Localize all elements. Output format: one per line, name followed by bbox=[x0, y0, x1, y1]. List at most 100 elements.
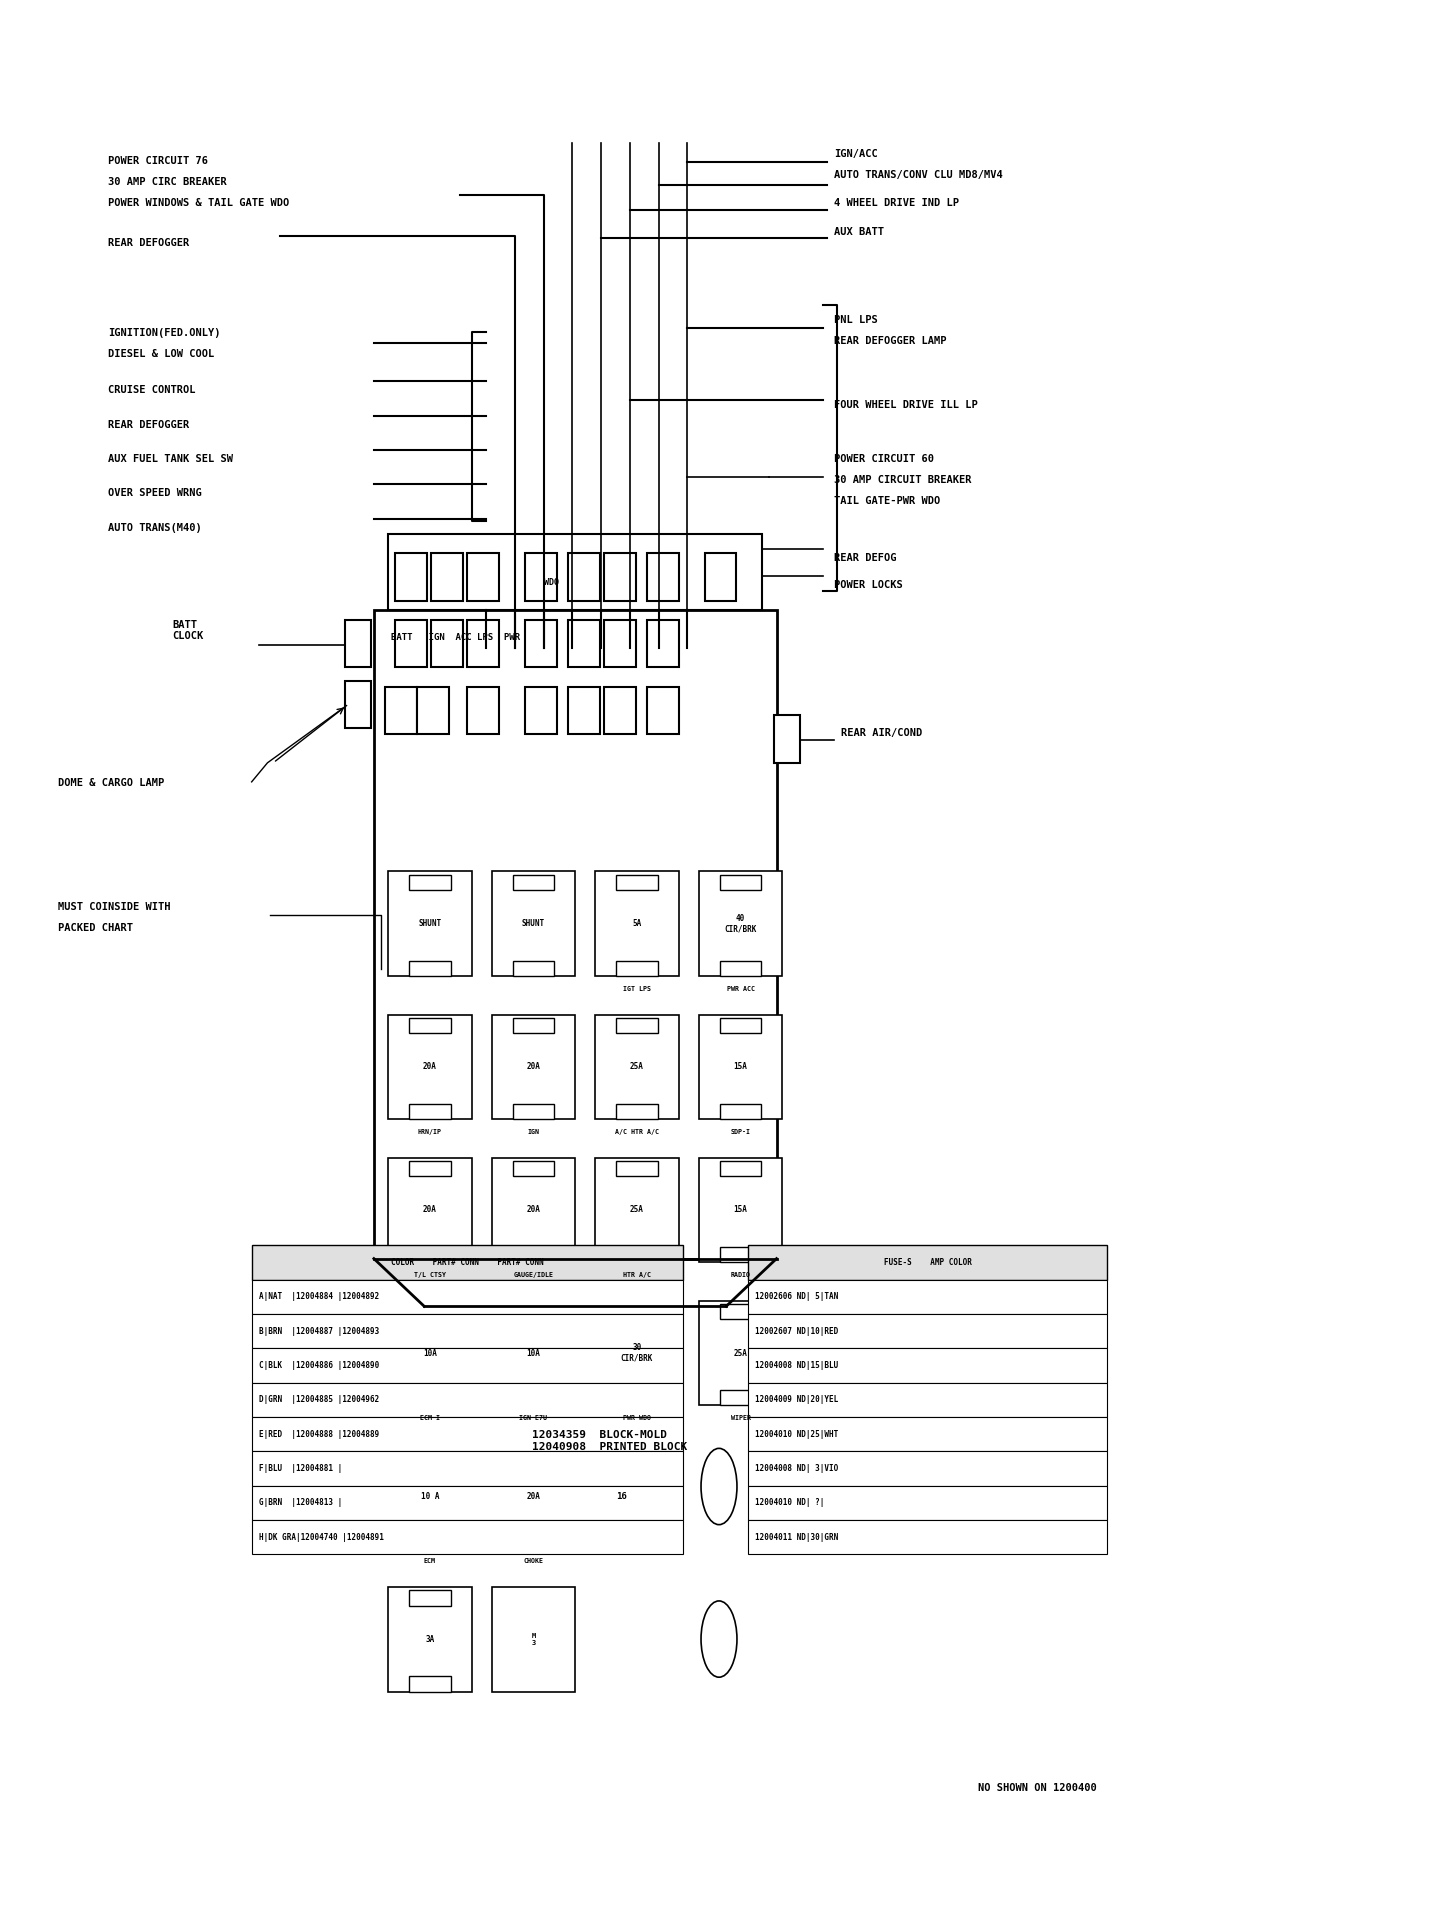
Text: DIESEL & LOW COOL: DIESEL & LOW COOL bbox=[108, 349, 214, 359]
Text: 12002606 ND| 5|TAN: 12002606 ND| 5|TAN bbox=[755, 1293, 838, 1301]
Text: REAR DEFOGGER: REAR DEFOGGER bbox=[108, 238, 190, 248]
Text: REAR DEFOG: REAR DEFOG bbox=[834, 553, 896, 563]
Text: PACKED CHART: PACKED CHART bbox=[58, 923, 132, 933]
Text: 20A: 20A bbox=[423, 1205, 437, 1215]
Text: 30
CIR/BRK: 30 CIR/BRK bbox=[621, 1343, 653, 1364]
FancyBboxPatch shape bbox=[774, 715, 800, 763]
FancyBboxPatch shape bbox=[252, 1280, 683, 1314]
Text: AUX FUEL TANK SEL SW: AUX FUEL TANK SEL SW bbox=[108, 454, 233, 463]
FancyBboxPatch shape bbox=[513, 1161, 555, 1177]
FancyBboxPatch shape bbox=[604, 553, 636, 601]
FancyBboxPatch shape bbox=[252, 1520, 683, 1554]
FancyBboxPatch shape bbox=[719, 875, 762, 891]
Text: 12034359  BLOCK-MOLD
12040908  PRINTED BLOCK: 12034359 BLOCK-MOLD 12040908 PRINTED BLO… bbox=[532, 1430, 687, 1451]
FancyBboxPatch shape bbox=[492, 871, 575, 976]
Text: ECM: ECM bbox=[424, 1558, 436, 1564]
Text: 10A: 10A bbox=[423, 1348, 437, 1358]
FancyBboxPatch shape bbox=[513, 1447, 555, 1463]
FancyBboxPatch shape bbox=[410, 1390, 452, 1405]
FancyBboxPatch shape bbox=[388, 1015, 472, 1119]
Text: C|BLK  |12004886 |12004890: C|BLK |12004886 |12004890 bbox=[259, 1362, 380, 1369]
Text: 4 WHEEL DRIVE IND LP: 4 WHEEL DRIVE IND LP bbox=[834, 198, 959, 208]
Text: AUX BATT: AUX BATT bbox=[834, 227, 884, 236]
Text: 12004008 ND| 3|VIO: 12004008 ND| 3|VIO bbox=[755, 1465, 838, 1472]
FancyBboxPatch shape bbox=[513, 1304, 555, 1320]
FancyBboxPatch shape bbox=[345, 620, 371, 667]
Text: GAUGE/IDLE: GAUGE/IDLE bbox=[513, 1272, 554, 1278]
Ellipse shape bbox=[381, 1482, 418, 1548]
Text: PNL LPS: PNL LPS bbox=[834, 315, 877, 324]
Text: T/L CTSY: T/L CTSY bbox=[414, 1272, 446, 1278]
FancyBboxPatch shape bbox=[568, 620, 600, 667]
Text: B|BRN  |12004887 |12004893: B|BRN |12004887 |12004893 bbox=[259, 1327, 380, 1335]
FancyBboxPatch shape bbox=[410, 1247, 452, 1262]
Text: OVER SPEED WRNG: OVER SPEED WRNG bbox=[108, 488, 201, 498]
Text: 12004009 ND|20|YEL: 12004009 ND|20|YEL bbox=[755, 1396, 838, 1404]
FancyBboxPatch shape bbox=[388, 1158, 472, 1262]
Text: WIPER: WIPER bbox=[731, 1415, 751, 1421]
FancyBboxPatch shape bbox=[748, 1451, 1107, 1486]
FancyBboxPatch shape bbox=[719, 1304, 762, 1320]
Text: 25A: 25A bbox=[733, 1348, 748, 1358]
Text: IGN: IGN bbox=[528, 1129, 539, 1135]
Text: TAIL GATE-PWR WDO: TAIL GATE-PWR WDO bbox=[834, 496, 940, 505]
FancyBboxPatch shape bbox=[617, 1247, 659, 1262]
FancyBboxPatch shape bbox=[492, 1158, 575, 1262]
Text: 16: 16 bbox=[617, 1491, 627, 1501]
FancyBboxPatch shape bbox=[604, 620, 636, 667]
FancyBboxPatch shape bbox=[345, 681, 371, 728]
FancyBboxPatch shape bbox=[699, 871, 782, 976]
Text: IGT LPS: IGT LPS bbox=[623, 986, 651, 992]
FancyBboxPatch shape bbox=[513, 961, 555, 976]
FancyBboxPatch shape bbox=[647, 620, 679, 667]
FancyBboxPatch shape bbox=[252, 1486, 683, 1520]
FancyBboxPatch shape bbox=[492, 1587, 575, 1692]
FancyBboxPatch shape bbox=[492, 1444, 575, 1548]
Text: AUTO TRANS/CONV CLU MD8/MV4: AUTO TRANS/CONV CLU MD8/MV4 bbox=[834, 170, 1002, 179]
FancyBboxPatch shape bbox=[595, 1158, 679, 1262]
FancyBboxPatch shape bbox=[617, 1390, 659, 1405]
Text: 25A: 25A bbox=[630, 1062, 644, 1072]
Text: 30 AMP CIRCUIT BREAKER: 30 AMP CIRCUIT BREAKER bbox=[834, 475, 972, 484]
FancyBboxPatch shape bbox=[617, 1304, 659, 1320]
FancyBboxPatch shape bbox=[513, 1247, 555, 1262]
FancyBboxPatch shape bbox=[568, 687, 600, 734]
Text: 3A: 3A bbox=[426, 1634, 434, 1644]
FancyBboxPatch shape bbox=[513, 1390, 555, 1405]
FancyBboxPatch shape bbox=[252, 1417, 683, 1451]
FancyBboxPatch shape bbox=[617, 1104, 659, 1119]
FancyBboxPatch shape bbox=[513, 1533, 555, 1548]
Text: 30 AMP CIRC BREAKER: 30 AMP CIRC BREAKER bbox=[108, 177, 227, 187]
FancyBboxPatch shape bbox=[617, 1018, 659, 1034]
FancyBboxPatch shape bbox=[748, 1383, 1107, 1417]
FancyBboxPatch shape bbox=[252, 1348, 683, 1383]
Text: FOUR WHEEL DRIVE ILL LP: FOUR WHEEL DRIVE ILL LP bbox=[834, 400, 978, 410]
Text: 20A: 20A bbox=[526, 1491, 541, 1501]
FancyBboxPatch shape bbox=[388, 1301, 472, 1405]
FancyBboxPatch shape bbox=[748, 1417, 1107, 1451]
Text: 20A: 20A bbox=[526, 1205, 541, 1215]
FancyBboxPatch shape bbox=[388, 1444, 472, 1548]
Text: REAR DEFOGGER LAMP: REAR DEFOGGER LAMP bbox=[834, 336, 946, 345]
Text: 12004008 ND|15|BLU: 12004008 ND|15|BLU bbox=[755, 1362, 838, 1369]
Ellipse shape bbox=[702, 1449, 736, 1526]
FancyBboxPatch shape bbox=[467, 620, 499, 667]
Text: H|DK GRA|12004740 |12004891: H|DK GRA|12004740 |12004891 bbox=[259, 1533, 384, 1541]
Text: DOME & CARGO LAMP: DOME & CARGO LAMP bbox=[58, 778, 164, 788]
FancyBboxPatch shape bbox=[748, 1280, 1107, 1314]
FancyBboxPatch shape bbox=[410, 1104, 452, 1119]
FancyBboxPatch shape bbox=[699, 1015, 782, 1119]
Text: M
3: M 3 bbox=[532, 1632, 535, 1646]
FancyBboxPatch shape bbox=[410, 1018, 452, 1034]
FancyBboxPatch shape bbox=[719, 1390, 762, 1405]
FancyBboxPatch shape bbox=[748, 1245, 1107, 1280]
FancyBboxPatch shape bbox=[395, 553, 427, 601]
Text: REAR DEFOGGER: REAR DEFOGGER bbox=[108, 420, 190, 429]
FancyBboxPatch shape bbox=[252, 1245, 683, 1280]
FancyBboxPatch shape bbox=[410, 961, 452, 976]
Text: SHUNT: SHUNT bbox=[522, 919, 545, 929]
Text: CRUISE CONTROL: CRUISE CONTROL bbox=[108, 385, 196, 395]
FancyBboxPatch shape bbox=[719, 961, 762, 976]
Text: 20A: 20A bbox=[423, 1062, 437, 1072]
Text: D|GRN  |12004885 |12004962: D|GRN |12004885 |12004962 bbox=[259, 1396, 380, 1404]
